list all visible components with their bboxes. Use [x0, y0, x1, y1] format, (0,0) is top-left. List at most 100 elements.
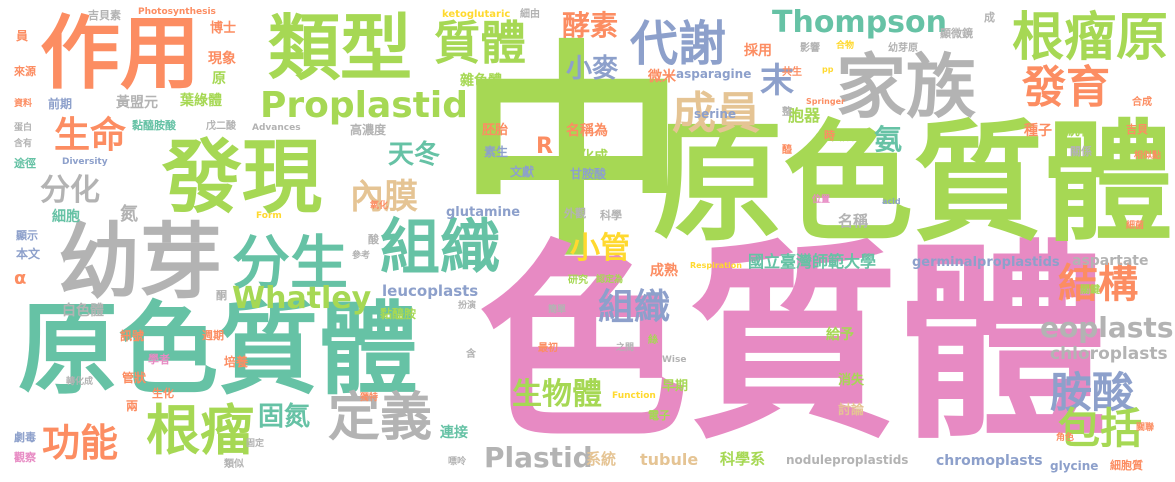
word-chromoplasts: chromoplasts [936, 453, 1043, 469]
word-respiration: Respiration [690, 261, 742, 270]
word-similar: 類似 [224, 459, 244, 470]
word-definition: 定義 [328, 388, 433, 448]
word-inner-membrane: 內膜 [350, 177, 418, 217]
word-doctor: 博士 [210, 21, 237, 36]
word-time: 時 [824, 129, 835, 142]
word-thompson: Thompson [772, 5, 947, 40]
word-play: 扮演 [458, 301, 477, 311]
word-nodule-origin: 根瘤原 [1012, 8, 1169, 68]
word-photosynthesis: Photosynthesis [138, 7, 216, 17]
word-signal: 訊號 [120, 329, 145, 343]
word-bacteria: 細菌 [1126, 221, 1145, 231]
word-alpha: α [14, 268, 27, 289]
word-this-article: 本文 [16, 247, 41, 261]
word-science-dept: 科學系 [720, 450, 766, 468]
word-include: 包括 [1058, 404, 1143, 453]
word-metabolism: 代謝 [630, 16, 727, 72]
word-aspartate: aspartate [1072, 253, 1149, 269]
word-ntnu: 國立臺灣師範大學 [748, 252, 877, 271]
word-function-use: 作用 [40, 7, 200, 100]
word-acid-zh: 酸 [368, 233, 379, 246]
word-enzyme: 酵素 [562, 9, 619, 42]
word-diversity: Diversity [62, 157, 108, 167]
word-r: R [536, 134, 553, 159]
word-contain: 含有 [14, 139, 33, 149]
word-simple: 簡單 [548, 305, 567, 315]
word-nitrogen-fixation: 固氮 [258, 402, 311, 432]
word-cytoplasm: 細胞質 [1110, 459, 1143, 472]
word-germinalproplastids: germinalproplastids [912, 255, 1060, 270]
word-prophase: 前期 [48, 97, 73, 111]
word-position: 位置 [812, 195, 831, 205]
word-gibberel: 吉貝 [1126, 123, 1148, 136]
word-cell: 細胞 [52, 209, 80, 225]
word-tubule: 小管 [570, 231, 630, 266]
word-proplastid-right: 原色質體 [652, 107, 1173, 259]
word-plastid-small: 質體 [434, 16, 526, 70]
word-function: 功能 [42, 421, 119, 465]
word-glutamine-zh: 黏醯胺 [380, 307, 417, 321]
word-differentiate-into: 分化成 [566, 149, 608, 165]
word-micron: 微米 [648, 69, 676, 85]
word-plastid-en: Plastid [484, 441, 593, 474]
word-proplastid-left: 原色質體 [18, 291, 418, 408]
word-cheng: 成 [984, 11, 995, 24]
word-glutaric: 戊二酸 [206, 121, 236, 132]
word-reference: 參考 [352, 251, 371, 261]
word-embryo: 胚胎 [482, 123, 509, 138]
word-synthesis: 合成 [1132, 97, 1152, 108]
word-asparagine: asparagine [676, 67, 752, 81]
word-aspara: 天冬 [388, 140, 441, 170]
word-pathway: 途徑 [14, 157, 36, 170]
word-leucoplast: 白色體 [62, 303, 104, 319]
word-nodule: 根瘤 [146, 399, 254, 462]
word-tubule-en: tubule [640, 450, 699, 469]
word-origin: 原 [212, 71, 226, 87]
word-glutamic: 黏醯胺酸 [132, 119, 176, 132]
word-contain-single: 含 [466, 349, 476, 360]
word-symbiosis: 共生 [782, 67, 802, 78]
word-show: 顯示 [16, 229, 38, 242]
word-acid: acid [882, 197, 901, 206]
word-advances: Advances [252, 123, 301, 133]
word-high-concentration: 高濃度 [350, 123, 387, 137]
word-literature: 文獻 [510, 165, 535, 179]
word-development: 發育 [1022, 62, 1110, 113]
word-source: 來源 [14, 65, 36, 78]
word-organism: 生物體 [512, 377, 602, 412]
word-nitrogen: 氮 [120, 204, 138, 225]
word-phenomenon: 現象 [208, 51, 236, 67]
word-silk: 絲 [648, 335, 658, 346]
word-research: 研究 [568, 275, 588, 286]
word-seed: 種子 [1024, 123, 1052, 139]
word-noduleproplastids: noduleproplastids [786, 453, 909, 467]
word-organelle: 胞器 [788, 106, 821, 125]
word-zhong: 中 [458, 21, 686, 287]
word-glycine: glycine [1050, 459, 1099, 473]
word-purine: 嘌呤 [448, 457, 467, 467]
word-variegated: 雜色體 [460, 73, 502, 89]
word-relation: 關係 [1070, 145, 1092, 158]
word-glutamine: glutamine [446, 205, 521, 220]
word-person-name: 黃盟元 [116, 95, 158, 111]
word-between: 之間 [616, 343, 635, 353]
word-family: 家族 [836, 46, 976, 128]
word-connect: 連接 [440, 425, 468, 441]
word-unique: 獨特 [360, 393, 379, 403]
word-appearance: 外觀 [564, 207, 586, 220]
word-ammonia: 氨 [874, 123, 903, 156]
word-xi-you: 細由 [520, 9, 540, 20]
word-staff: 員 [16, 29, 29, 43]
word-eoplasts: eoplasts [1040, 311, 1174, 344]
word-identified-as: 認定為 [596, 275, 624, 285]
word-serine: serine [694, 107, 736, 121]
word-electron: 電子 [648, 409, 670, 422]
word-protein: 蛋白 [14, 123, 33, 133]
word-springer: Springer [806, 97, 845, 106]
word-su-sheng: 素生 [484, 145, 509, 159]
word-data: 資料 [14, 99, 33, 109]
word-germinal: 幼芽 [58, 215, 223, 310]
word-named: 名稱為 [566, 123, 608, 139]
word-similarity: 相似點 [1134, 151, 1162, 161]
word-science: 科學 [600, 209, 622, 222]
